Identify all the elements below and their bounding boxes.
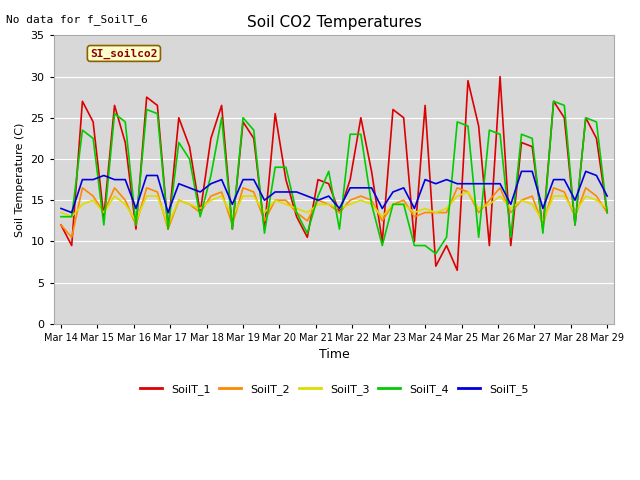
SoilT_4 — [432, 251, 440, 257]
SoilT_3 — [421, 205, 429, 211]
SoilT_5 — [260, 197, 268, 203]
SoilT_2 — [410, 214, 418, 219]
SoilT_4 — [550, 98, 557, 104]
SoilT_2 — [68, 234, 76, 240]
Line: SoilT_5: SoilT_5 — [61, 171, 607, 213]
SoilT_3 — [57, 210, 65, 216]
SoilT_5 — [57, 205, 65, 211]
SoilT_3 — [400, 202, 408, 207]
SoilT_4 — [250, 127, 257, 133]
SoilT_2 — [335, 210, 343, 216]
Y-axis label: Soil Temperature (C): Soil Temperature (C) — [15, 122, 25, 237]
Text: SI_soilco2: SI_soilco2 — [90, 48, 157, 59]
SoilT_1 — [57, 222, 65, 228]
SoilT_2 — [79, 185, 86, 191]
SoilT_5 — [518, 168, 525, 174]
SoilT_2 — [57, 222, 65, 228]
Line: SoilT_2: SoilT_2 — [61, 188, 607, 237]
SoilT_2 — [122, 197, 129, 203]
SoilT_4 — [389, 202, 397, 207]
SoilT_1 — [453, 267, 461, 273]
Text: No data for f_SoilT_6: No data for f_SoilT_6 — [6, 14, 148, 25]
SoilT_1 — [604, 210, 611, 216]
SoilT_5 — [604, 193, 611, 199]
SoilT_1 — [410, 239, 418, 244]
SoilT_1 — [250, 135, 257, 141]
SoilT_4 — [346, 132, 354, 137]
SoilT_3 — [164, 222, 172, 228]
SoilT_1 — [100, 214, 108, 219]
Legend: SoilT_1, SoilT_2, SoilT_3, SoilT_4, SoilT_5: SoilT_1, SoilT_2, SoilT_3, SoilT_4, Soil… — [135, 379, 533, 399]
Line: SoilT_4: SoilT_4 — [61, 101, 607, 254]
SoilT_1 — [314, 177, 322, 182]
SoilT_1 — [346, 177, 354, 182]
SoilT_3 — [260, 210, 268, 216]
SoilT_3 — [357, 197, 365, 203]
SoilT_4 — [314, 193, 322, 199]
SoilT_4 — [604, 210, 611, 216]
SoilT_3 — [604, 205, 611, 211]
SoilT_4 — [57, 214, 65, 219]
SoilT_5 — [421, 177, 429, 182]
SoilT_1 — [389, 107, 397, 112]
SoilT_5 — [325, 193, 333, 199]
X-axis label: Time: Time — [319, 348, 349, 361]
SoilT_5 — [357, 185, 365, 191]
Line: SoilT_1: SoilT_1 — [61, 76, 607, 270]
SoilT_3 — [325, 202, 333, 207]
SoilT_5 — [111, 177, 118, 182]
SoilT_2 — [604, 210, 611, 216]
SoilT_2 — [368, 197, 376, 203]
SoilT_4 — [410, 243, 418, 249]
SoilT_1 — [496, 73, 504, 79]
SoilT_2 — [271, 197, 279, 203]
SoilT_2 — [432, 210, 440, 216]
SoilT_5 — [400, 185, 408, 191]
SoilT_4 — [100, 222, 108, 228]
SoilT_3 — [100, 210, 108, 216]
Line: SoilT_3: SoilT_3 — [61, 192, 607, 225]
Title: Soil CO2 Temperatures: Soil CO2 Temperatures — [246, 15, 422, 30]
SoilT_3 — [464, 189, 472, 195]
SoilT_5 — [68, 210, 76, 216]
